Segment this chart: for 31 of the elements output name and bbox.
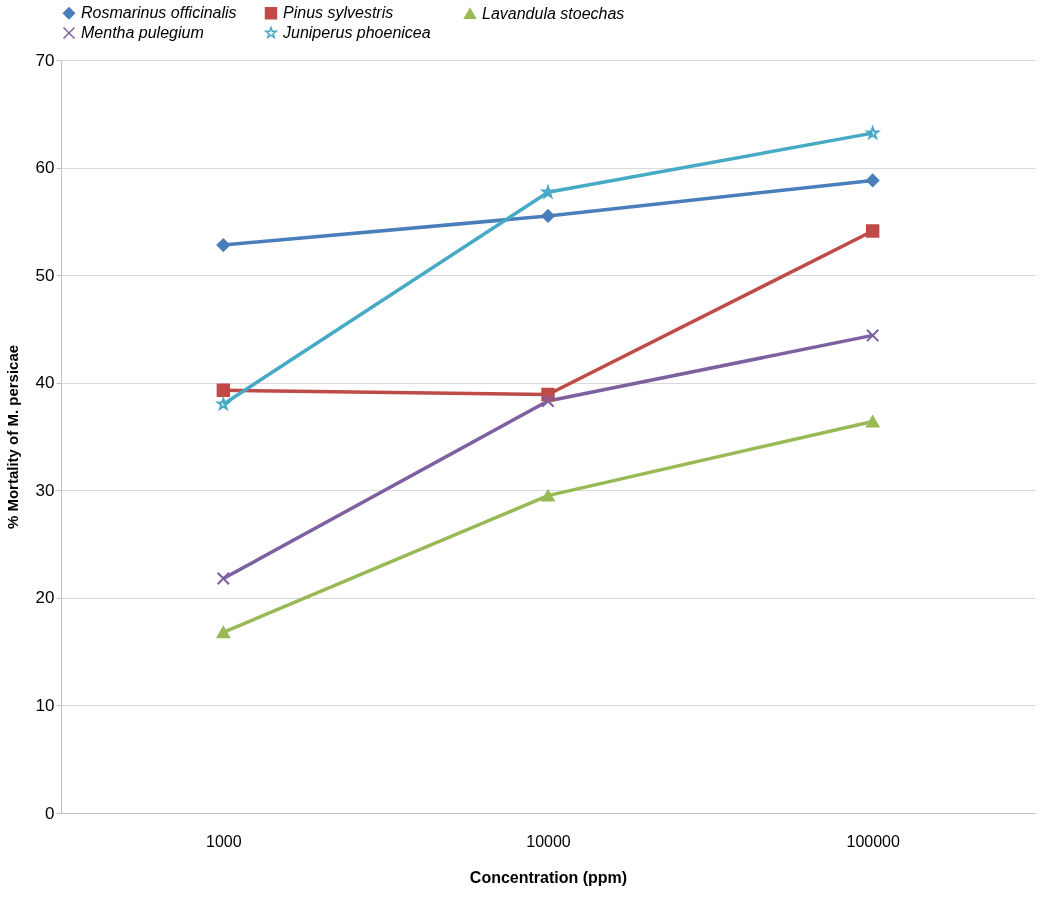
point <box>865 173 880 188</box>
y-tick-label: 0 <box>45 803 55 823</box>
point <box>215 395 232 412</box>
point <box>541 209 555 223</box>
legend-label: Mentha pulegium <box>81 24 204 41</box>
y-tick-label: 50 <box>35 265 55 285</box>
point <box>865 224 880 238</box>
y-tick-label: 40 <box>35 373 55 393</box>
x-tick-label: 10000 <box>526 832 571 850</box>
x-tick-label: 1000 <box>206 832 242 850</box>
point <box>216 238 231 252</box>
y-tick-label: 20 <box>35 588 55 608</box>
y-tick-label: 10 <box>35 695 55 715</box>
point <box>865 328 880 343</box>
legend-label: Rosmarinus officinalis <box>81 4 237 22</box>
point <box>541 394 555 408</box>
y-tick-label: 70 <box>35 50 55 70</box>
x-tick-label: 100000 <box>846 832 900 850</box>
point <box>216 383 231 397</box>
x-axis-title: Concentration (ppm) <box>469 868 628 886</box>
legend-label: Lavandula stoechas <box>482 4 625 22</box>
y-tick-label: 30 <box>35 480 55 500</box>
legend-label: Juniperus phoenicea <box>282 24 431 41</box>
legend-label: Pinus sylvestris <box>283 4 394 22</box>
point <box>216 626 231 639</box>
y-axis-title: % Mortality of M. persicae <box>3 344 21 530</box>
point <box>216 571 231 586</box>
point <box>541 489 555 502</box>
y-tick-label: 60 <box>35 158 55 178</box>
point <box>865 415 880 428</box>
point <box>539 183 556 200</box>
